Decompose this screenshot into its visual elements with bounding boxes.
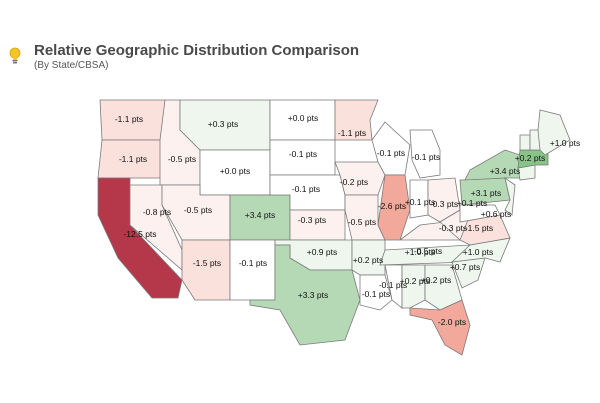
state-value-label-me: +1.0 pts (550, 138, 580, 148)
map-header: Relative Geographic Distribution Compari… (8, 42, 408, 72)
state-value-label-wi: -0.1 pts (377, 148, 405, 158)
state-value-label-ca: -12.5 pts (123, 229, 156, 239)
state-value-label-md: +0.1 pts (457, 198, 487, 208)
state-value-label-wy: +0.0 pts (220, 166, 250, 176)
state-value-label-ok: +0.9 pts (307, 247, 337, 257)
state-value-label-la: -0.1 pts (362, 289, 390, 299)
state-value-label-az: -1.5 pts (193, 258, 221, 268)
state-mn[interactable] (334, 99, 379, 141)
state-value-label-nm: -0.1 pts (239, 258, 267, 268)
state-value-label-ks: -0.3 pts (298, 215, 326, 225)
state-az[interactable] (181, 239, 231, 301)
state-value-label-ia: -0.2 pts (340, 177, 368, 187)
state-value-label-ny: +3.4 pts (490, 166, 520, 176)
state-value-label-wa: -1.1 pts (115, 114, 143, 124)
page-subtitle: (By State/CBSA) (34, 60, 109, 71)
state-value-label-in: +0.1 pts (405, 197, 435, 207)
state-value-label-tx: +3.3 pts (298, 290, 328, 300)
state-value-label-or: -1.1 pts (119, 154, 147, 164)
state-shapes (97, 99, 571, 356)
state-value-label-va: -1.5 pts (465, 223, 493, 233)
state-vt[interactable] (519, 134, 531, 151)
state-value-label-fl: -2.0 pts (438, 317, 466, 327)
state-value-label-ne: -0.1 pts (292, 184, 320, 194)
state-value-label-ga: +0.2 pts (421, 275, 451, 285)
state-la[interactable] (359, 274, 393, 311)
state-value-label-ky: -0.5 pts (414, 246, 442, 256)
state-fl[interactable] (409, 299, 471, 356)
state-value-label-nc: +1.0 pts (463, 247, 493, 257)
state-value-label-mn: -1.1 pts (338, 128, 366, 138)
state-nj[interactable] (504, 177, 516, 216)
state-value-label-nd: +0.0 pts (288, 113, 318, 123)
state-value-label-id: -0.5 pts (168, 154, 196, 164)
state-value-label-nj: +0.6 pts (481, 209, 511, 219)
state-value-label-tn: +1.0 pts (405, 247, 435, 257)
state-value-label-mi: -0.1 pts (412, 152, 440, 162)
state-value-label-wv: -0.3 pts (439, 223, 467, 233)
state-value-label-mo: -0.5 pts (348, 217, 376, 227)
state-al[interactable] (401, 264, 426, 309)
state-mi[interactable] (409, 129, 441, 179)
state-md[interactable] (459, 204, 501, 223)
state-value-label-ar: +0.2 pts (353, 255, 383, 265)
state-value-label-sd: -0.1 pts (289, 149, 317, 159)
state-me[interactable] (537, 109, 571, 156)
state-value-label-pa: +3.1 pts (471, 188, 501, 198)
state-value-label-co: +3.4 pts (245, 210, 275, 220)
state-value-label-ms: -0.1 pts (379, 280, 407, 290)
page-title: Relative Geographic Distribution Compari… (34, 42, 360, 59)
state-labels: -1.1 pts -1.1 pts -12.5 pts -0.5 pts -0.8 pt… (115, 113, 580, 327)
state-value-label-nv: -0.8 pts (143, 207, 171, 217)
state-value-label-il: -2.6 pts (378, 201, 406, 211)
state-value-label-ct: +0.2 pts (515, 153, 545, 163)
state-value-label-sc: +0.7 pts (450, 262, 480, 272)
state-value-label-al: +0.2 pts (400, 276, 430, 286)
state-tx[interactable] (249, 244, 361, 346)
state-value-label-oh: -0.3 pts (430, 199, 458, 209)
lightbulb-icon (9, 47, 21, 64)
state-value-label-ut: -0.5 pts (184, 205, 212, 215)
state-nm[interactable] (229, 239, 276, 301)
state-value-label-mt: +0.3 pts (208, 119, 238, 129)
